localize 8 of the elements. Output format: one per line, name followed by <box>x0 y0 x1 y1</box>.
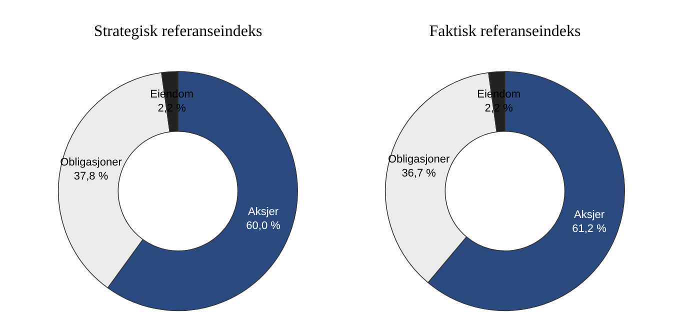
data-label: 60,0 % <box>246 220 281 232</box>
data-label: 61,2 % <box>572 222 607 235</box>
chart-title: Faktisk referanseindeks <box>429 22 581 40</box>
slice-label: Aksjer <box>574 208 605 221</box>
data-label: 36,7 % <box>402 167 436 180</box>
chart-title: Strategisk referanseindeks <box>94 22 262 40</box>
data-label: 37,8 % <box>74 170 108 182</box>
slice-label: Aksjer <box>248 206 279 218</box>
